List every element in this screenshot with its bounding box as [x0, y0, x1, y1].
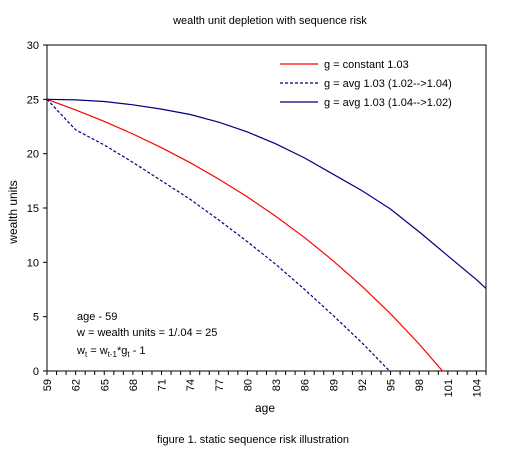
- x-tick-label: 62: [71, 379, 83, 391]
- annotation-wealth-units: w = wealth units = 1/.04 = 25: [76, 327, 217, 339]
- x-tick-label: 77: [214, 379, 226, 391]
- x-tick-label: 74: [185, 379, 197, 391]
- x-tick-label: 98: [414, 379, 426, 391]
- x-tick-label: 95: [386, 379, 398, 391]
- formula-w: w: [76, 345, 85, 357]
- y-tick-label: 15: [27, 203, 39, 215]
- series-layer: [47, 98, 486, 371]
- x-tick-label: 68: [128, 379, 140, 391]
- formula-sub-t1: t-1: [108, 350, 118, 359]
- y-axis: 0 5 10 15 20 25 30: [27, 40, 47, 378]
- y-tick-label: 30: [27, 40, 39, 52]
- y-tick-label: 10: [27, 257, 39, 269]
- figure-caption: figure 1. static sequence risk illustrat…: [157, 434, 349, 446]
- formula-sub-gt: t: [127, 350, 130, 359]
- formula-sub-t: t: [85, 350, 88, 359]
- legend-label-2: g = avg 1.03 (1.02-->1.04): [324, 78, 452, 90]
- x-axis-title: age: [255, 401, 275, 415]
- y-axis-title: wealth units: [6, 180, 20, 244]
- chart-title: wealth unit depletion with sequence risk: [172, 15, 367, 27]
- x-axis: 59 62 65 68 71 74 77 80 83 86 89 92 95 98 101 104: [42, 371, 487, 397]
- formula-eq: = w: [87, 345, 108, 357]
- series-line-1: [47, 98, 444, 371]
- x-tick-label: 89: [328, 379, 340, 391]
- annotation-age: age - 59: [77, 311, 117, 323]
- x-tick-label: 101: [443, 379, 455, 397]
- x-tick-label: 92: [357, 379, 369, 391]
- y-tick-label: 25: [27, 94, 39, 106]
- x-tick-label: 65: [99, 379, 111, 391]
- annotation-formula: wt = wt-1*gt - 1: [76, 345, 146, 359]
- x-tick-label: 104: [471, 379, 483, 397]
- series-line-2: [47, 98, 429, 371]
- y-tick-label: 20: [27, 149, 39, 161]
- legend: g = constant 1.03 g = avg 1.03 (1.02-->1.…: [280, 59, 452, 109]
- x-tick-label: 83: [271, 379, 283, 391]
- x-tick-label: 86: [300, 379, 312, 391]
- legend-label-1: g = constant 1.03: [324, 59, 409, 71]
- x-tick-label: 71: [157, 379, 169, 391]
- annotation-block: age - 59 w = wealth units = 1/.04 = 25 w…: [76, 311, 217, 359]
- y-tick-label: 5: [33, 312, 39, 324]
- formula-g: *g: [117, 345, 127, 357]
- x-tick-label: 59: [42, 379, 54, 391]
- y-tick-label: 0: [33, 366, 39, 378]
- legend-label-3: g = avg 1.03 (1.04-->1.02): [324, 97, 452, 109]
- x-tick-label: 80: [242, 379, 254, 391]
- series-line-3: [47, 98, 486, 289]
- formula-end: - 1: [130, 345, 146, 357]
